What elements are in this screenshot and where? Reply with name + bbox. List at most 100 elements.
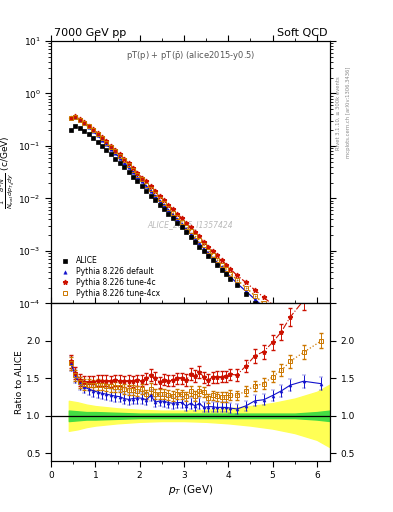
Pythia 8.226 default <box>244 288 248 294</box>
Pythia 8.226 default <box>118 155 122 161</box>
Pythia 8.226 tune-4c <box>197 233 202 239</box>
ALICE <box>252 300 257 306</box>
ALICE <box>184 229 189 235</box>
ALICE <box>149 193 153 199</box>
Pythia 8.226 tune-4c <box>162 197 166 203</box>
Pythia 8.226 tune-4c <box>157 193 162 199</box>
Pythia 8.226 tune-4c <box>301 326 306 332</box>
ALICE <box>153 197 158 203</box>
ALICE <box>175 220 180 226</box>
Pythia 8.226 default <box>108 146 113 152</box>
Text: 7000 GeV pp: 7000 GeV pp <box>54 28 126 38</box>
ALICE <box>73 123 78 130</box>
Pythia 8.226 tune-4c <box>270 302 275 308</box>
Pythia 8.226 tune-4c <box>95 130 100 136</box>
Pythia 8.226 tune-4cx <box>228 270 233 276</box>
Pythia 8.226 tune-4c <box>113 147 118 153</box>
ALICE <box>224 271 228 277</box>
Pythia 8.226 default <box>153 193 158 199</box>
Pythia 8.226 default <box>224 269 228 275</box>
Pythia 8.226 tune-4c <box>69 115 73 121</box>
Pythia 8.226 tune-4cx <box>244 285 248 291</box>
Pythia 8.226 tune-4cx <box>157 196 162 202</box>
Legend: ALICE, Pythia 8.226 default, Pythia 8.226 tune-4c, Pythia 8.226 tune-4cx: ALICE, Pythia 8.226 default, Pythia 8.22… <box>55 255 162 300</box>
Pythia 8.226 default <box>202 246 206 252</box>
X-axis label: $p_T$ (GeV): $p_T$ (GeV) <box>168 483 213 497</box>
Pythia 8.226 tune-4cx <box>206 248 211 254</box>
Pythia 8.226 tune-4c <box>279 308 284 314</box>
Pythia 8.226 tune-4cx <box>166 205 171 211</box>
ALICE <box>108 152 113 158</box>
ALICE <box>261 308 266 314</box>
Pythia 8.226 default <box>113 151 118 157</box>
Pythia 8.226 default <box>319 353 323 359</box>
ALICE <box>301 347 306 353</box>
Line: ALICE: ALICE <box>69 124 323 366</box>
ALICE <box>188 234 193 241</box>
ALICE <box>219 267 224 273</box>
ALICE <box>202 248 206 254</box>
Pythia 8.226 default <box>73 114 78 120</box>
Text: pT(p) + pT($\bar{\rm p}$) (alice2015-y0.5): pT(p) + pT($\bar{\rm p}$) (alice2015-y0.… <box>126 49 255 62</box>
Pythia 8.226 default <box>130 169 135 175</box>
Pythia 8.226 tune-4cx <box>184 224 189 230</box>
Pythia 8.226 tune-4c <box>104 138 109 144</box>
ALICE <box>288 335 293 341</box>
ALICE <box>197 244 202 250</box>
Pythia 8.226 tune-4cx <box>104 139 109 145</box>
Pythia 8.226 default <box>228 274 233 280</box>
Pythia 8.226 tune-4c <box>149 183 153 189</box>
Pythia 8.226 tune-4cx <box>179 219 184 225</box>
Pythia 8.226 tune-4c <box>126 160 131 166</box>
ALICE <box>122 164 127 170</box>
ALICE <box>82 127 87 134</box>
Pythia 8.226 tune-4c <box>179 215 184 221</box>
Pythia 8.226 tune-4c <box>184 220 189 226</box>
Pythia 8.226 tune-4c <box>193 229 197 235</box>
ALICE <box>162 206 166 212</box>
Pythia 8.226 tune-4c <box>100 134 105 140</box>
ALICE <box>130 174 135 180</box>
ALICE <box>215 262 220 268</box>
Pythia 8.226 tune-4c <box>82 119 87 125</box>
Pythia 8.226 tune-4cx <box>73 114 78 120</box>
ALICE <box>144 188 149 194</box>
Pythia 8.226 default <box>104 141 109 147</box>
Pythia 8.226 tune-4c <box>235 272 239 279</box>
Pythia 8.226 default <box>219 264 224 270</box>
Pythia 8.226 tune-4c <box>215 252 220 259</box>
Pythia 8.226 tune-4c <box>135 169 140 176</box>
Pythia 8.226 tune-4cx <box>77 117 82 123</box>
Pythia 8.226 tune-4c <box>91 126 95 132</box>
Pythia 8.226 tune-4c <box>175 210 180 217</box>
ALICE <box>86 131 91 137</box>
Pythia 8.226 default <box>91 128 95 134</box>
Line: Pythia 8.226 tune-4c: Pythia 8.226 tune-4c <box>69 114 324 343</box>
Pythia 8.226 default <box>166 207 171 213</box>
Pythia 8.226 tune-4cx <box>210 252 215 258</box>
Line: Pythia 8.226 default: Pythia 8.226 default <box>69 115 323 357</box>
Pythia 8.226 default <box>197 240 202 246</box>
Pythia 8.226 default <box>184 226 189 232</box>
ALICE <box>235 282 239 288</box>
Pythia 8.226 default <box>252 296 257 302</box>
Pythia 8.226 default <box>95 133 100 139</box>
Pythia 8.226 default <box>122 160 127 166</box>
ALICE <box>104 147 109 153</box>
Pythia 8.226 default <box>162 202 166 208</box>
Pythia 8.226 tune-4cx <box>215 257 220 263</box>
Pythia 8.226 tune-4c <box>261 294 266 301</box>
Pythia 8.226 tune-4c <box>166 202 171 208</box>
Pythia 8.226 tune-4cx <box>301 333 306 339</box>
Pythia 8.226 tune-4cx <box>197 237 202 243</box>
Pythia 8.226 tune-4c <box>144 178 149 184</box>
Pythia 8.226 default <box>157 198 162 204</box>
ALICE <box>135 178 140 184</box>
Pythia 8.226 tune-4c <box>244 280 248 286</box>
Pythia 8.226 tune-4cx <box>193 233 197 239</box>
ALICE <box>193 239 197 245</box>
Pythia 8.226 tune-4c <box>118 152 122 158</box>
Pythia 8.226 tune-4cx <box>113 148 118 154</box>
ALICE <box>166 210 171 217</box>
ALICE <box>171 215 175 221</box>
